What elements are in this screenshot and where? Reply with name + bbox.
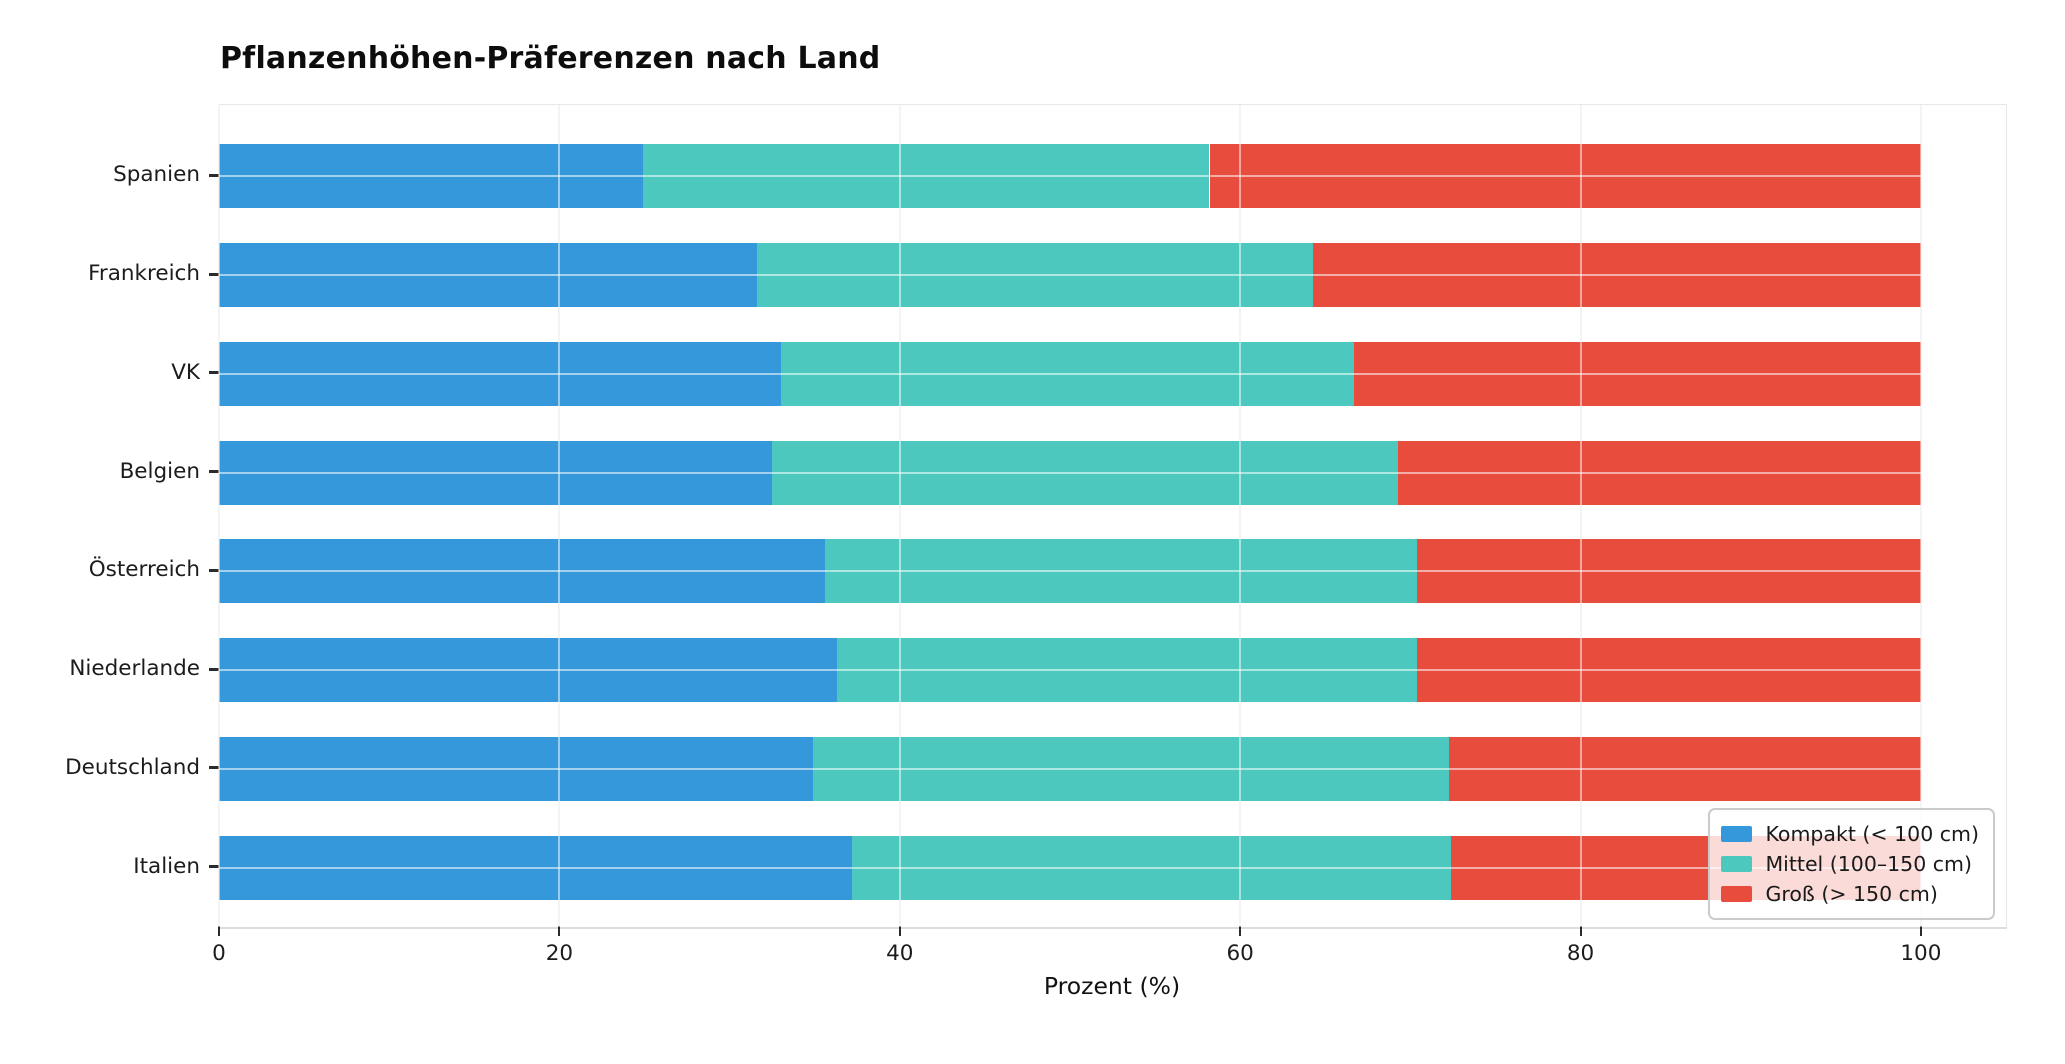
- y-tick-label: VK: [171, 359, 200, 385]
- legend-item: Mittel (100–150 cm): [1721, 849, 1979, 879]
- legend-item: Groß (> 150 cm): [1721, 879, 1979, 909]
- x-tick-mark: [1579, 926, 1582, 936]
- y-tick-label: Deutschland: [65, 754, 200, 780]
- x-tick-mark: [898, 926, 901, 936]
- legend-swatch-3: [1721, 886, 1753, 902]
- x-tick-label: 40: [886, 941, 914, 966]
- y-tick-mark: [209, 371, 219, 375]
- x-axis-label: Prozent (%): [1043, 972, 1181, 1000]
- x-tick-mark: [1239, 926, 1242, 936]
- legend-swatch-1: [1721, 826, 1753, 842]
- gridline-y-Deutschland: [219, 767, 2006, 770]
- y-tick-mark: [209, 667, 219, 671]
- y-tick-label: Niederlande: [69, 656, 200, 682]
- gridline-y-Österreich: [219, 570, 2006, 573]
- y-tick-mark: [209, 865, 219, 869]
- x-tick-mark: [1919, 926, 1922, 936]
- y-tick-mark: [209, 568, 219, 572]
- legend-item-label: Kompakt (< 100 cm): [1765, 822, 1979, 846]
- x-tick-label: 80: [1566, 941, 1595, 966]
- gridline-overlay-x-100: [1919, 105, 1922, 927]
- gridline-y-Spanien: [219, 175, 2006, 178]
- gridline-y-Frankreich: [219, 274, 2006, 277]
- plot-area: Kompakt (< 100 cm) Mittel (100–150 cm) Gro…: [218, 104, 2007, 929]
- y-tick-label: Spanien: [113, 162, 200, 188]
- x-tick-label: 0: [212, 941, 226, 966]
- y-tick-label: Belgien: [119, 458, 200, 484]
- y-tick-mark: [209, 470, 219, 474]
- x-tick-label: 60: [1226, 941, 1254, 966]
- gridline-y-Italien: [219, 866, 2006, 869]
- gridline-y-Niederlande: [219, 669, 2006, 672]
- x-tick-label: 20: [545, 941, 574, 966]
- y-tick-label: Frankreich: [88, 261, 200, 287]
- gridline-overlay-x-0: [218, 105, 220, 927]
- legend-item-label: Groß (> 150 cm): [1765, 882, 1938, 906]
- gridline-y-VK: [219, 372, 2006, 375]
- gridline-overlay-x-60: [1239, 105, 1242, 927]
- y-tick-label: Italien: [133, 853, 200, 879]
- x-tick-label: 100: [1900, 941, 1942, 966]
- x-tick-mark: [218, 926, 220, 936]
- gridline-overlay-x-40: [898, 105, 901, 927]
- y-tick-mark: [209, 272, 219, 276]
- gridline-y-Belgien: [219, 471, 2006, 474]
- x-tick-mark: [558, 926, 561, 936]
- y-tick-label: Österreich: [88, 557, 200, 583]
- legend: Kompakt (< 100 cm) Mittel (100–150 cm) Gro…: [1708, 808, 1995, 920]
- y-tick-mark: [209, 173, 219, 177]
- legend-item-label: Mittel (100–150 cm): [1765, 852, 1973, 876]
- legend-item: Kompakt (< 100 cm): [1721, 819, 1979, 849]
- y-tick-mark: [209, 766, 219, 770]
- legend-swatch-2: [1721, 856, 1753, 872]
- gridline-overlay-x-20: [558, 105, 561, 927]
- chart-title: Pflanzenhöhen-Präferenzen nach Land: [220, 41, 881, 76]
- gridline-overlay-x-80: [1579, 105, 1582, 927]
